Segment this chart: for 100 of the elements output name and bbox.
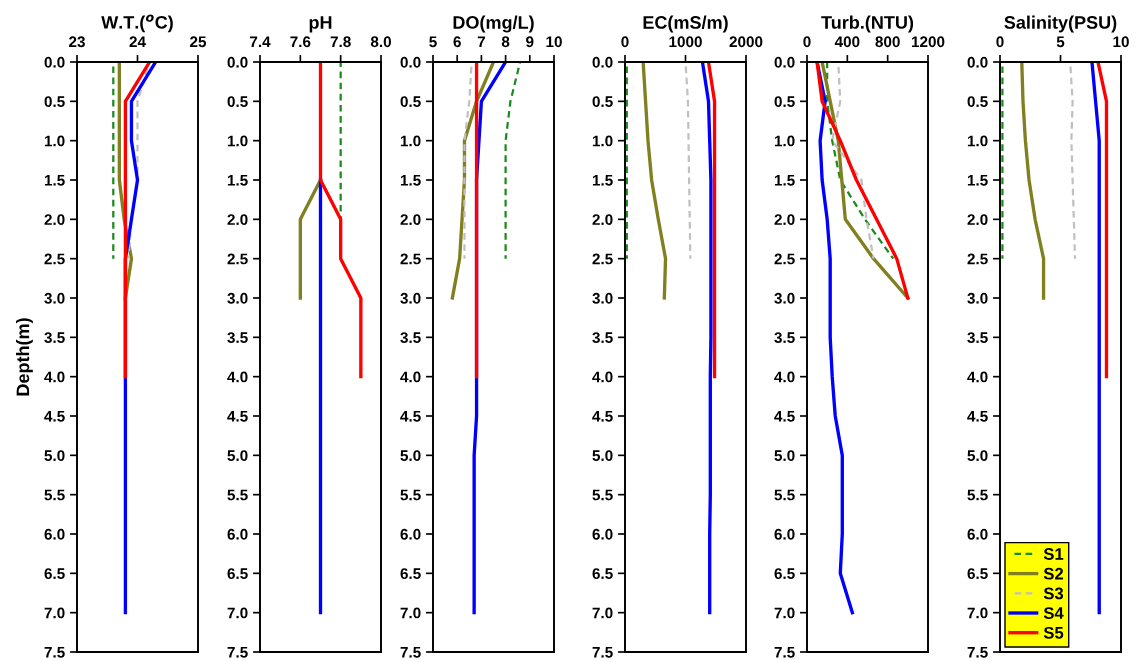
y-tick-label: 5.5 <box>44 489 65 501</box>
y-tick-label: 4.0 <box>400 371 421 383</box>
y-axis-title: Depth(m) <box>16 318 33 396</box>
legend-label: S3 <box>1043 587 1064 600</box>
y-tick-label: 6.5 <box>592 568 613 580</box>
y-tick-label: 7.5 <box>774 647 795 658</box>
y-tick-label: 5.0 <box>44 450 65 462</box>
x-tick-label: 0 <box>996 36 1004 48</box>
x-tick-label: 6 <box>453 36 461 48</box>
y-tick-label: 7.5 <box>400 647 421 658</box>
y-tick-label: 7.5 <box>592 647 613 658</box>
x-tick-label: 7.6 <box>290 36 311 48</box>
y-tick-label: 3.5 <box>227 332 248 344</box>
chart-title: EC(mS/m) <box>643 15 728 33</box>
line-series <box>1096 62 1109 379</box>
line-series <box>504 62 522 260</box>
y-tick-label: 1.0 <box>967 135 988 147</box>
line-series <box>826 62 895 260</box>
x-tick-label: 10 <box>1113 36 1129 48</box>
y-tick-label: 0.0 <box>967 56 988 68</box>
y-tick-label: 2.5 <box>227 253 248 265</box>
y-tick-label: 7.0 <box>400 607 421 619</box>
line-series <box>123 62 152 379</box>
y-tick-label: 5.0 <box>400 450 421 462</box>
y-tick-label: 1.0 <box>44 135 65 147</box>
y-tick-label: 0.0 <box>400 56 421 68</box>
y-tick-label: 0.5 <box>774 96 795 108</box>
line-series <box>641 62 668 300</box>
chart-title: DO(mg/L) <box>453 15 534 33</box>
line-series <box>318 62 363 379</box>
y-tick-label: 4.0 <box>774 371 795 383</box>
x-tick-label: 5 <box>429 36 437 48</box>
y-tick-label: 6.0 <box>400 528 421 540</box>
y-tick-label: 2.0 <box>774 214 795 226</box>
y-tick-label: 0.0 <box>227 56 248 68</box>
line-series <box>700 62 713 615</box>
y-tick-label: 0.0 <box>44 56 65 68</box>
y-tick-label: 4.0 <box>967 371 988 383</box>
y-tick-label: 4.0 <box>592 371 613 383</box>
y-tick-label: 3.0 <box>774 292 795 304</box>
y-tick-label: 4.0 <box>227 371 248 383</box>
y-tick-label: 5.5 <box>774 489 795 501</box>
x-tick-label: 1200 <box>911 36 945 48</box>
y-tick-label: 7.0 <box>44 607 65 619</box>
line-series <box>706 62 717 379</box>
x-tick-label: 8 <box>501 36 510 48</box>
y-tick-label: 6.5 <box>44 568 65 580</box>
y-tick-label: 5.0 <box>774 450 795 462</box>
x-tick-label: 7.8 <box>330 36 351 48</box>
line-series <box>298 178 323 300</box>
y-tick-label: 0.0 <box>592 56 613 68</box>
y-tick-label: 3.0 <box>44 292 65 304</box>
y-tick-label: 7.0 <box>227 607 248 619</box>
y-tick-label: 4.5 <box>400 411 421 422</box>
chart-title: pH <box>309 16 332 33</box>
y-tick-label: 3.5 <box>774 332 795 344</box>
x-tick-label: 8.0 <box>370 36 391 48</box>
y-tick-label: 3.0 <box>227 292 248 304</box>
y-tick-label: 1.5 <box>774 175 795 186</box>
y-tick-label: 4.0 <box>44 371 65 383</box>
y-tick-label: 0.5 <box>400 96 421 108</box>
x-tick-label: 7 <box>477 36 485 48</box>
legend-label: S5 <box>1043 626 1064 639</box>
y-tick-label: 0.5 <box>967 96 988 108</box>
y-tick-label: 3.0 <box>967 292 988 304</box>
x-tick-label: 10 <box>546 36 562 48</box>
legend-label: S2 <box>1043 567 1064 580</box>
y-tick-label: 3.0 <box>592 292 613 304</box>
y-tick-label: 6.5 <box>227 568 248 580</box>
y-tick-label: 6.0 <box>967 528 988 540</box>
y-tick-label: 1.0 <box>592 135 613 147</box>
y-tick-label: 5.0 <box>227 450 248 462</box>
y-tick-label: 1.5 <box>967 175 988 186</box>
y-tick-label: 1.0 <box>774 135 795 147</box>
y-tick-label: 4.5 <box>774 411 795 422</box>
y-tick-label: 3.5 <box>967 332 988 344</box>
y-tick-label: 0.0 <box>774 56 795 68</box>
legend-label: S4 <box>1043 607 1064 619</box>
y-tick-label: 0.5 <box>44 96 65 108</box>
y-tick-label: 3.0 <box>400 292 421 304</box>
x-tick-label: 7.4 <box>250 36 271 48</box>
y-tick-label: 7.0 <box>774 607 795 619</box>
y-tick-label: 2.5 <box>592 253 613 265</box>
x-tick-label: 0 <box>803 36 811 48</box>
y-tick-label: 0.5 <box>227 96 248 108</box>
y-tick-label: 1.5 <box>592 175 613 186</box>
y-tick-label: 5.5 <box>967 489 988 501</box>
y-tick-label: 2.5 <box>967 253 988 265</box>
x-tick-label: 2000 <box>729 36 763 48</box>
legend-label: S1 <box>1043 548 1064 560</box>
x-tick-label: 23 <box>69 36 85 48</box>
x-tick-label: 800 <box>875 36 900 48</box>
y-tick-label: 2.0 <box>400 214 421 226</box>
y-tick-label: 5.5 <box>592 489 613 501</box>
x-tick-label: 400 <box>834 36 860 48</box>
y-tick-label: 6.0 <box>227 528 248 540</box>
y-tick-label: 1.0 <box>227 135 248 147</box>
x-tick-label: 9 <box>526 36 534 48</box>
y-tick-label: 6.0 <box>774 528 795 540</box>
y-tick-label: 3.5 <box>44 332 65 344</box>
